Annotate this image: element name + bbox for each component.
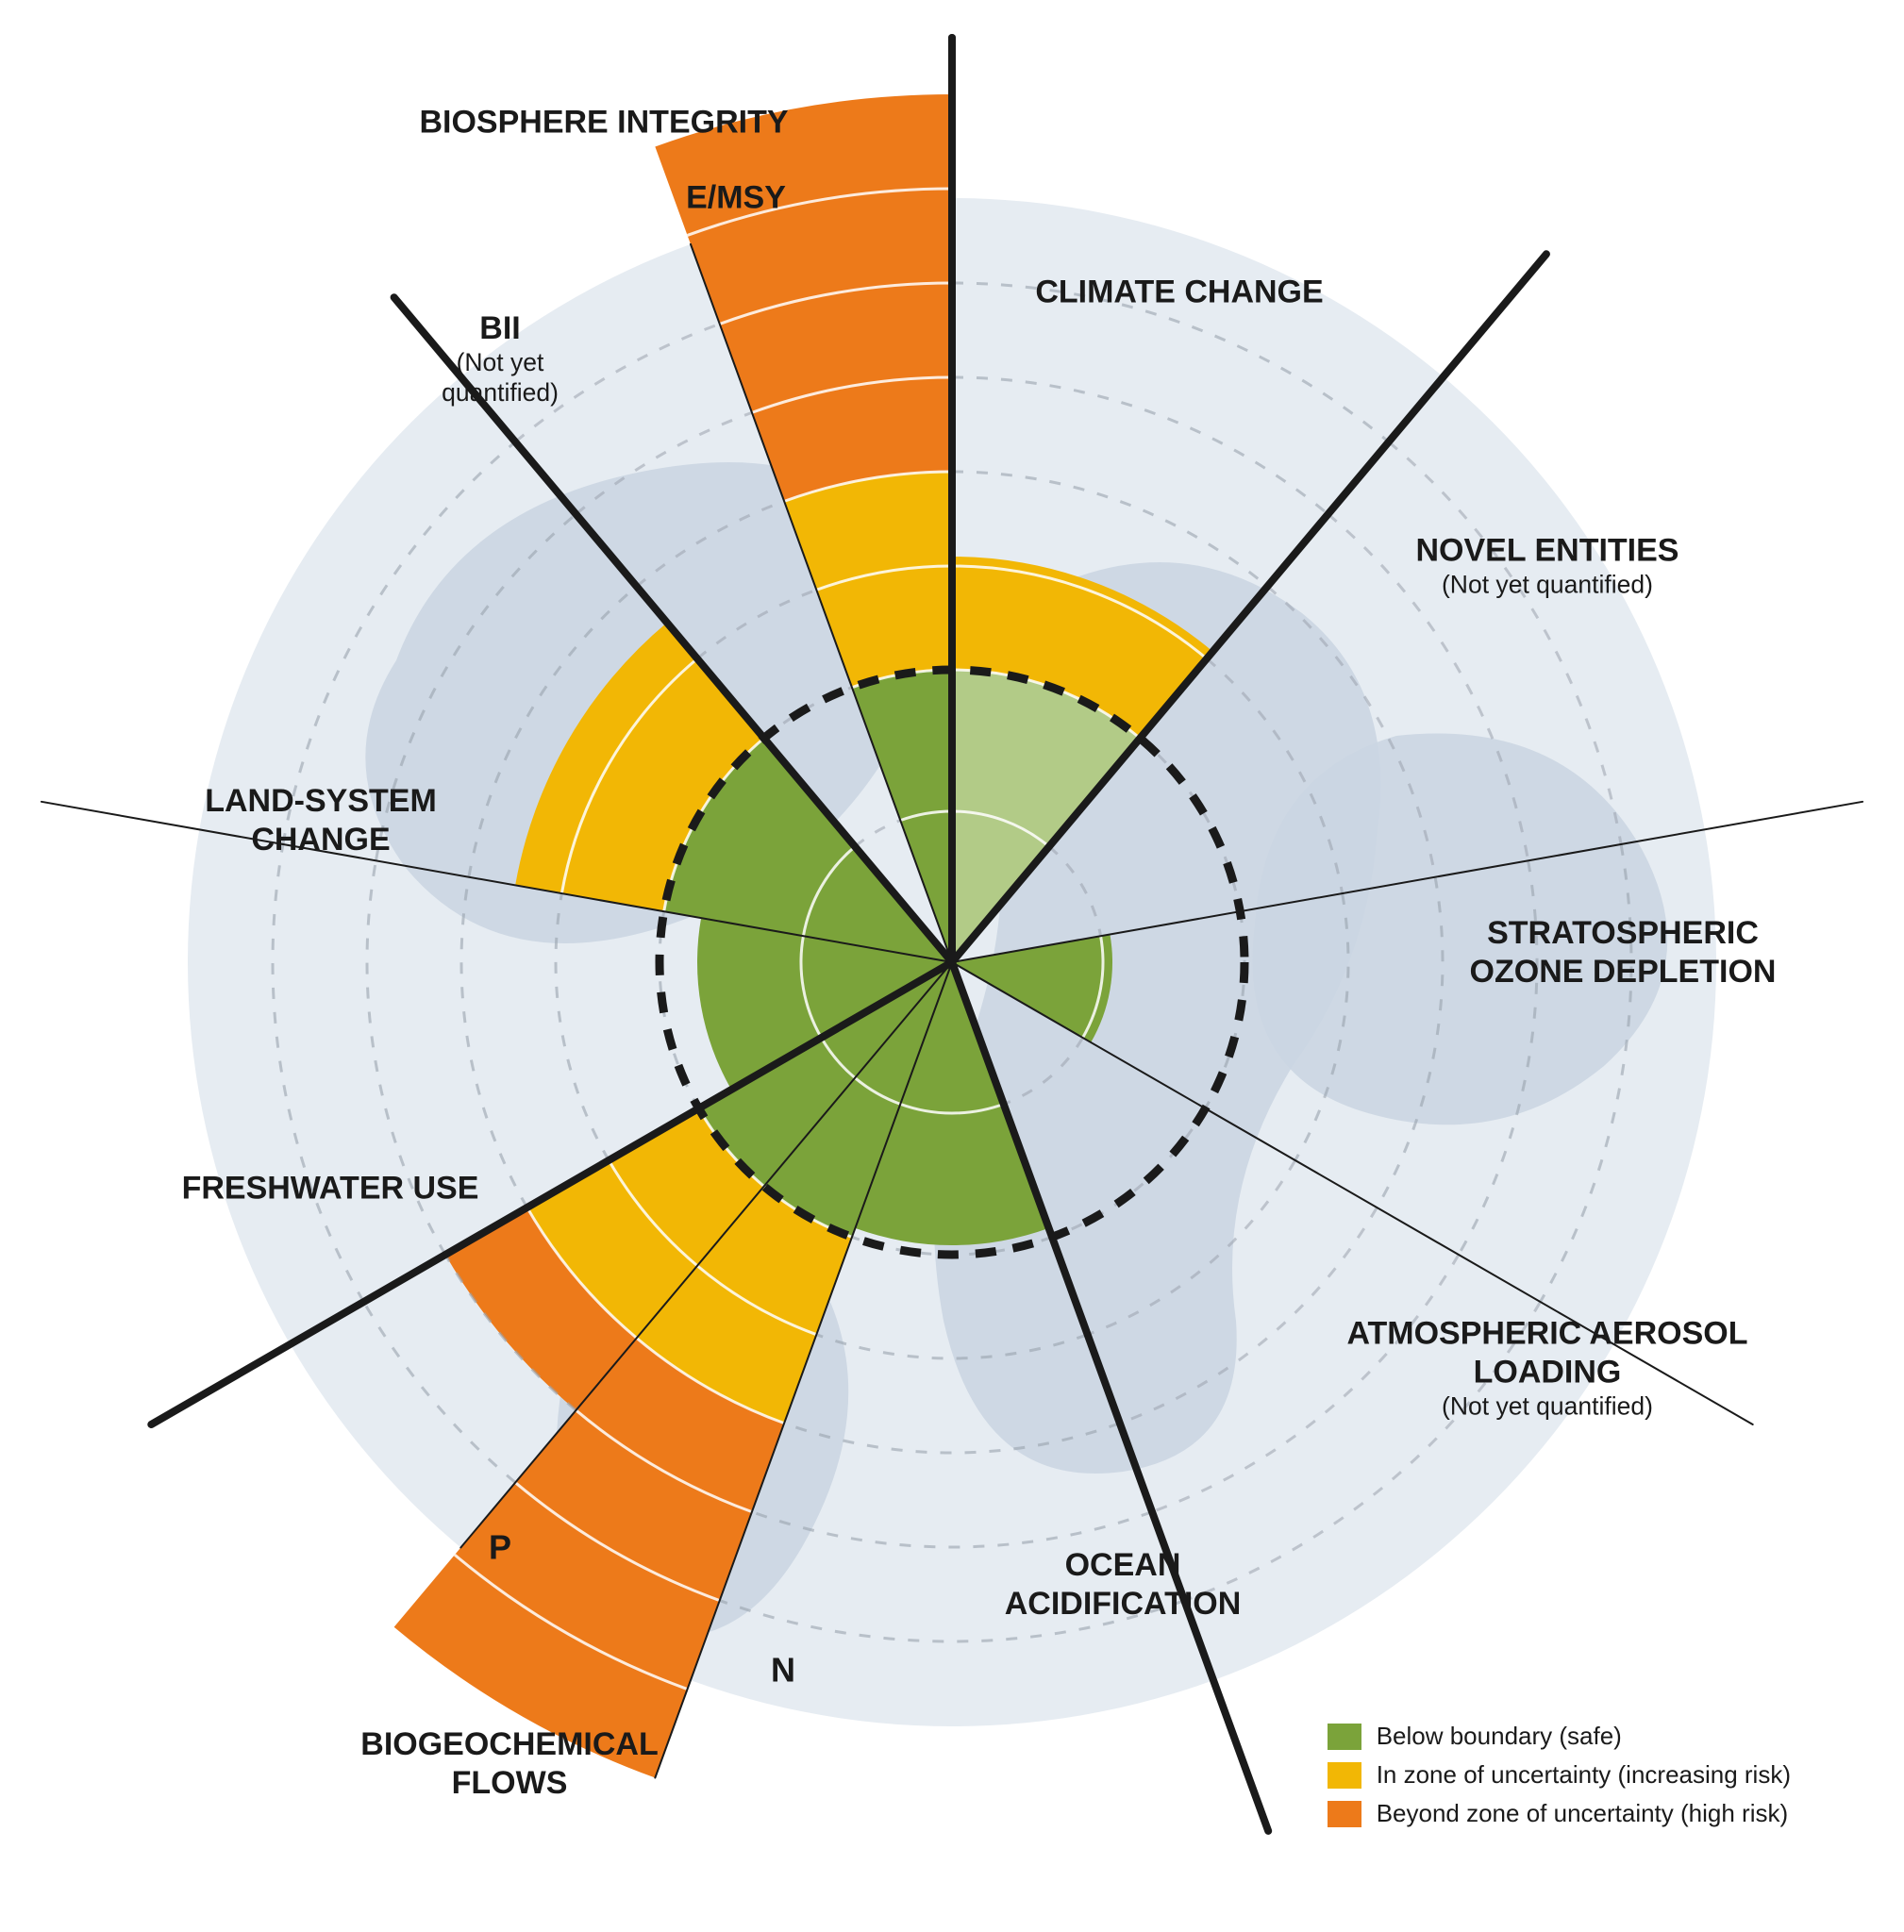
label-novel: NOVEL ENTITIES(Not yet quantified) (1416, 532, 1679, 601)
label-biosphere: BIOSPHERE INTEGRITY (419, 104, 788, 142)
label-bii: BII(Not yet quantified) (442, 309, 559, 408)
label-emsy: E/MSY (686, 179, 786, 218)
label-ocean: OCEAN ACIDIFICATION (1005, 1546, 1242, 1624)
legend-swatch-safe (1328, 1724, 1361, 1750)
label-climate: CLIMATE CHANGE (1035, 274, 1323, 312)
label-aerosol: ATMOSPHERIC AEROSOL LOADING(Not yet quan… (1346, 1314, 1747, 1421)
label-biogeo_n: N (771, 1649, 795, 1690)
legend-risk: Beyond zone of uncertainty (high risk) (1328, 1799, 1791, 1828)
planetary-boundaries-figure: Below boundary (safe) In zone of uncerta… (0, 0, 1904, 1932)
legend-swatch-risk (1328, 1801, 1361, 1827)
legend: Below boundary (safe) In zone of uncerta… (1328, 1712, 1791, 1828)
label-biogeo_p: P (489, 1526, 511, 1567)
legend-uncertain: In zone of uncertainty (increasing risk) (1328, 1760, 1791, 1790)
label-land: LAND-SYSTEM CHANGE (205, 782, 437, 859)
legend-swatch-uncertain (1328, 1762, 1361, 1789)
legend-label-risk: Beyond zone of uncertainty (high risk) (1377, 1799, 1788, 1828)
label-ozone: STRATOSPHERIC OZONE DEPLETION (1470, 914, 1777, 991)
label-freshwater: FRESHWATER USE (182, 1170, 479, 1208)
legend-label-safe: Below boundary (safe) (1377, 1722, 1622, 1751)
legend-label-uncertain: In zone of uncertainty (increasing risk) (1377, 1760, 1791, 1790)
legend-safe: Below boundary (safe) (1328, 1722, 1791, 1751)
label-biogeo: BIOGEOCHEMICAL FLOWS (360, 1725, 658, 1803)
